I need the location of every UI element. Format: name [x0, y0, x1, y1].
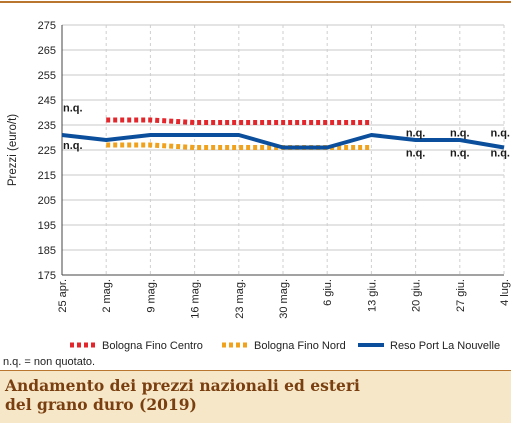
y-tick-label: 205	[38, 195, 56, 207]
y-axis-label: Prezzi (euro/t)	[7, 114, 19, 186]
y-tick-label: 265	[38, 45, 56, 57]
y-tick-label: 175	[38, 270, 56, 282]
legend-label: Reso Port La Nouvelle	[390, 340, 500, 352]
series-point	[237, 121, 240, 124]
series-point	[282, 146, 285, 149]
series-point	[282, 121, 285, 124]
series-line	[106, 142, 372, 150]
nq-annotation: n.q.	[490, 128, 510, 140]
figure-caption: Andamento dei prezzi nazionali ed esteri…	[0, 370, 511, 423]
y-tick-label: 245	[38, 95, 56, 107]
y-tick-label: 215	[38, 170, 56, 182]
caption-line-1: Andamento dei prezzi nazionali ed esteri	[5, 376, 360, 395]
top-rule	[0, 1, 511, 3]
x-tick-label: 20 giu.	[411, 279, 423, 312]
series-point	[149, 134, 152, 137]
nq-annotation: n.q.	[490, 148, 510, 160]
series-point	[370, 146, 373, 149]
footnote: n.q. = non quotato.	[3, 356, 96, 368]
nq-annotation: n.q.	[450, 148, 470, 160]
nq-annotation: n.q.	[63, 140, 83, 152]
series-point	[326, 146, 329, 149]
series-point	[105, 144, 108, 147]
series-point	[149, 144, 152, 147]
y-tick-label: 235	[38, 120, 56, 132]
nq-annotation: n.q.	[406, 148, 426, 160]
x-tick-label: 27 giu.	[455, 279, 467, 312]
series-point	[193, 121, 196, 124]
series-line	[61, 133, 505, 150]
price-line-chart: 175 185 195 205 215 225 235 245 255 265 275 25 apr.…	[7, 20, 511, 352]
series-point	[193, 134, 196, 137]
series-point	[193, 146, 196, 149]
y-tick-label: 275	[38, 20, 56, 32]
series-point	[105, 139, 108, 142]
series-point	[326, 121, 329, 124]
x-tick-label: 13 giu.	[366, 279, 378, 312]
x-tick-label: 2 mag.	[101, 279, 113, 313]
y-tick-label: 255	[38, 70, 56, 82]
nq-annotation: n.q.	[406, 128, 426, 140]
x-tick-label: 30 mag.	[278, 279, 290, 319]
y-tick-label: 195	[38, 220, 56, 232]
legend-label: Bologna Fino Centro	[102, 340, 203, 352]
x-tick-label: 4 lug.	[499, 279, 511, 306]
legend-label: Bologna Fino Nord	[254, 340, 346, 352]
y-tick-label: 185	[38, 245, 56, 257]
caption-line-2: del grano duro (2019)	[5, 395, 197, 414]
series-line	[106, 117, 372, 125]
x-tick-label: 25 apr.	[57, 279, 69, 313]
series-point	[370, 121, 373, 124]
series-point	[61, 134, 64, 137]
x-tick-label: 9 mag.	[145, 279, 157, 313]
y-tick-label: 225	[38, 145, 56, 157]
x-tick-label: 23 mag.	[234, 279, 246, 319]
series-point	[237, 146, 240, 149]
series-point	[105, 119, 108, 122]
series-point	[149, 119, 152, 122]
x-tick-label: 6 giu.	[322, 279, 334, 306]
series-point	[370, 134, 373, 137]
x-tick-label: 16 mag.	[190, 279, 202, 319]
nq-annotation: n.q.	[450, 128, 470, 140]
series-point	[237, 134, 240, 137]
nq-annotation: n.q.	[63, 103, 83, 115]
